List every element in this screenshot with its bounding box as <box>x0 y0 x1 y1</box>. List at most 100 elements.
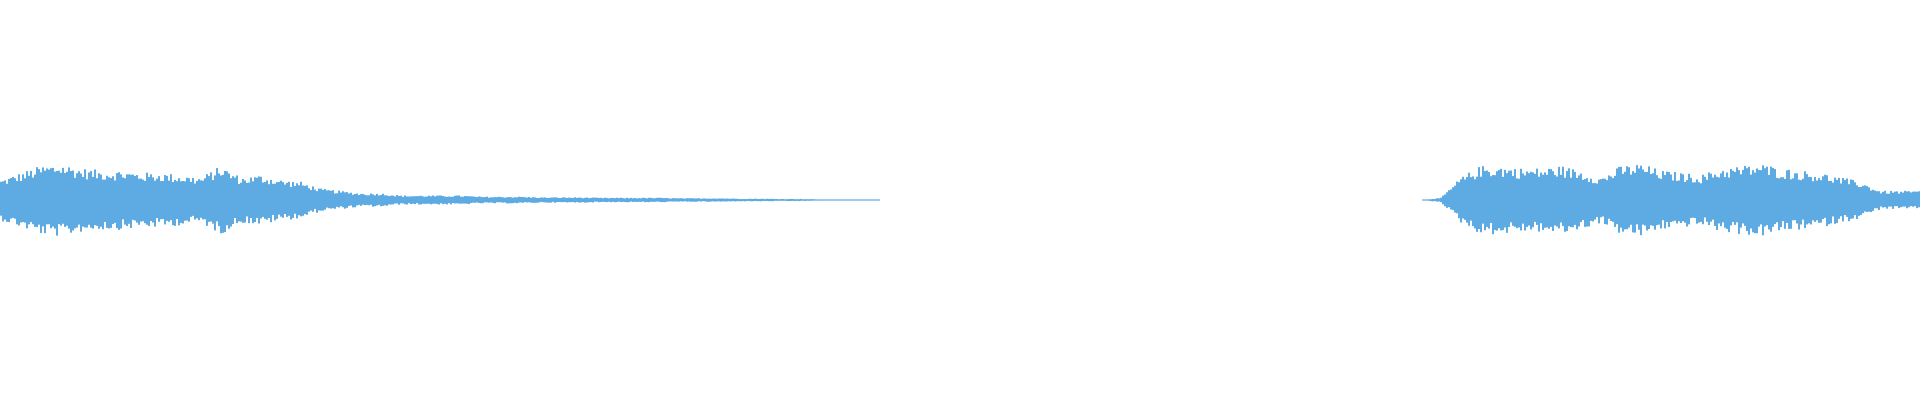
waveform-bar <box>826 199 828 201</box>
waveform-bar <box>1878 191 1880 210</box>
waveform-bar <box>432 195 434 204</box>
waveform-bar <box>656 197 658 202</box>
waveform-bar <box>522 197 524 203</box>
waveform-bar <box>412 196 414 204</box>
waveform-bar <box>516 197 518 204</box>
waveform-bar <box>1916 191 1918 209</box>
waveform-bar <box>1838 177 1840 219</box>
waveform-bar <box>1484 171 1486 231</box>
waveform-bar <box>190 181 192 217</box>
waveform-bar <box>664 198 666 203</box>
waveform-bar <box>322 189 324 211</box>
waveform-bar <box>1760 170 1762 225</box>
waveform-bar <box>1432 198 1434 202</box>
waveform-bar <box>456 195 458 204</box>
waveform-bar <box>666 197 668 202</box>
waveform-bar <box>1604 178 1606 225</box>
waveform-bar <box>1784 178 1786 229</box>
waveform-bar <box>344 192 346 209</box>
waveform-bar <box>610 197 612 203</box>
waveform-bar <box>60 172 62 226</box>
waveform-bar <box>1588 181 1590 227</box>
waveform-bar <box>46 168 48 225</box>
waveform-bar <box>328 190 330 209</box>
waveform-bar <box>868 199 870 201</box>
waveform-bar <box>200 180 202 218</box>
waveform-bar <box>1810 176 1812 225</box>
waveform-bar <box>1894 191 1896 207</box>
waveform-bar <box>1806 174 1808 225</box>
waveform-bar <box>770 198 772 202</box>
waveform-bar <box>106 175 108 228</box>
waveform-bar <box>92 176 94 229</box>
waveform-bar <box>214 175 216 231</box>
waveform-bar <box>1840 183 1842 217</box>
waveform-bar <box>128 174 130 224</box>
waveform-bar <box>1758 169 1760 227</box>
waveform-bar <box>708 198 710 202</box>
waveform-bar <box>1724 177 1726 228</box>
waveform-bar <box>1438 198 1440 202</box>
waveform-bar <box>1462 176 1464 219</box>
waveform-bar <box>776 198 778 201</box>
waveform-bar <box>520 197 522 203</box>
waveform-bar <box>554 197 556 203</box>
waveform-bar <box>622 198 624 202</box>
waveform-bar <box>1622 173 1624 232</box>
waveform-bar <box>646 198 648 203</box>
waveform-bar <box>530 197 532 203</box>
waveform-bar <box>1696 179 1698 224</box>
waveform-bar <box>58 170 60 225</box>
waveform-bar <box>702 198 704 202</box>
waveform-bar <box>614 198 616 203</box>
waveform-bar <box>254 177 256 223</box>
waveform-bar <box>50 168 52 229</box>
waveform-bar <box>482 197 484 204</box>
waveform-bar <box>764 199 766 202</box>
waveform-bar <box>1828 180 1830 225</box>
waveform-bar <box>1610 176 1612 221</box>
waveform-bar <box>1646 171 1648 231</box>
waveform-bar <box>1868 187 1870 212</box>
waveform-bar <box>74 177 76 229</box>
waveform-bar <box>48 169 50 225</box>
waveform-bar <box>1556 176 1558 227</box>
waveform-bar <box>616 197 618 203</box>
waveform-bar <box>38 169 40 225</box>
waveform-bar <box>1514 169 1516 227</box>
waveform-bar <box>1864 185 1866 212</box>
waveform-bar <box>600 197 602 203</box>
waveform-bar <box>1830 180 1832 224</box>
waveform-bar <box>1736 167 1738 223</box>
waveform-bar <box>1872 189 1874 211</box>
waveform-bar <box>1770 166 1772 232</box>
waveform-bar <box>1530 171 1532 230</box>
waveform-bar <box>840 199 842 201</box>
waveform-bar <box>1454 185 1456 213</box>
waveform-bar <box>320 188 322 211</box>
waveform-bar <box>150 174 152 222</box>
waveform-bar <box>1862 185 1864 214</box>
waveform-bar <box>478 196 480 203</box>
waveform-bar <box>590 197 592 203</box>
waveform-bar <box>816 199 818 201</box>
waveform-bar <box>1826 175 1828 227</box>
waveform-bar <box>1492 174 1494 235</box>
waveform-bar <box>736 198 738 202</box>
waveform-bar <box>370 193 372 205</box>
waveform-bar <box>152 177 154 223</box>
waveform-bar <box>394 196 396 204</box>
waveform-bar <box>348 193 350 207</box>
waveform-bar <box>300 181 302 217</box>
waveform-bar <box>436 195 438 204</box>
waveform-bar <box>792 198 794 201</box>
waveform-bar <box>1504 169 1506 228</box>
waveform-bar <box>1790 179 1792 229</box>
waveform-bar <box>104 179 106 223</box>
waveform-bar <box>712 198 714 202</box>
waveform-bar <box>1874 190 1876 209</box>
waveform-bar <box>878 199 880 201</box>
waveform-bar <box>806 199 808 201</box>
waveform-bar <box>564 197 566 203</box>
waveform-bar <box>1808 176 1810 224</box>
